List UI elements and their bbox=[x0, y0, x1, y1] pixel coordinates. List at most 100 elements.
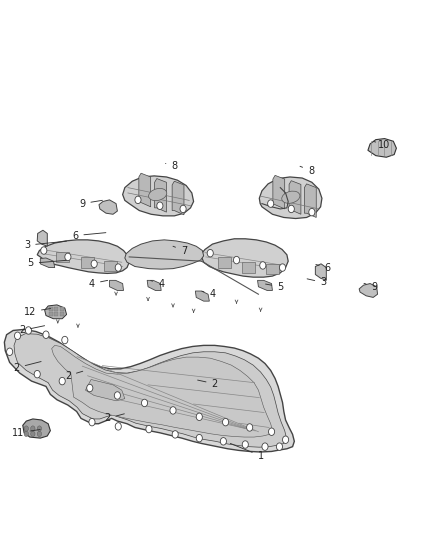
Circle shape bbox=[41, 247, 47, 254]
Polygon shape bbox=[110, 280, 124, 290]
Text: 2: 2 bbox=[104, 414, 124, 423]
Text: 11: 11 bbox=[12, 428, 40, 438]
Polygon shape bbox=[4, 329, 294, 452]
Circle shape bbox=[276, 443, 283, 450]
Ellipse shape bbox=[282, 191, 300, 203]
Bar bbox=[60, 312, 64, 316]
Circle shape bbox=[146, 425, 152, 433]
Polygon shape bbox=[23, 419, 50, 438]
Circle shape bbox=[24, 431, 28, 437]
Circle shape bbox=[34, 370, 40, 378]
Polygon shape bbox=[273, 175, 285, 209]
Circle shape bbox=[59, 377, 65, 385]
Circle shape bbox=[43, 331, 49, 338]
Circle shape bbox=[260, 262, 266, 269]
Circle shape bbox=[115, 264, 121, 271]
Circle shape bbox=[268, 200, 274, 207]
Circle shape bbox=[7, 348, 13, 356]
Circle shape bbox=[135, 196, 141, 204]
Polygon shape bbox=[52, 345, 272, 437]
Circle shape bbox=[87, 384, 93, 392]
Circle shape bbox=[196, 413, 202, 421]
Text: 1: 1 bbox=[230, 443, 264, 461]
Ellipse shape bbox=[148, 189, 167, 200]
Polygon shape bbox=[125, 240, 204, 269]
Bar bbox=[218, 257, 231, 268]
Circle shape bbox=[37, 426, 42, 431]
Circle shape bbox=[89, 418, 95, 426]
Polygon shape bbox=[123, 176, 194, 216]
Bar bbox=[56, 252, 69, 262]
Text: 3: 3 bbox=[307, 278, 326, 287]
Circle shape bbox=[172, 431, 178, 438]
Text: 5: 5 bbox=[265, 282, 283, 292]
Polygon shape bbox=[259, 177, 322, 219]
Text: 8: 8 bbox=[166, 161, 177, 171]
Bar bbox=[60, 307, 64, 311]
Circle shape bbox=[247, 424, 253, 431]
Polygon shape bbox=[37, 240, 129, 273]
Circle shape bbox=[31, 431, 35, 437]
Polygon shape bbox=[99, 200, 117, 214]
Circle shape bbox=[114, 392, 120, 399]
Text: 10: 10 bbox=[373, 140, 391, 150]
Text: 4: 4 bbox=[151, 279, 164, 288]
Polygon shape bbox=[155, 179, 166, 212]
Circle shape bbox=[288, 205, 294, 213]
Circle shape bbox=[268, 428, 275, 435]
Polygon shape bbox=[172, 181, 184, 215]
Circle shape bbox=[91, 260, 97, 268]
Circle shape bbox=[141, 399, 148, 407]
Text: 8: 8 bbox=[300, 166, 314, 175]
Polygon shape bbox=[359, 284, 378, 297]
Text: 9: 9 bbox=[79, 199, 102, 208]
Polygon shape bbox=[14, 334, 287, 447]
Polygon shape bbox=[315, 264, 326, 280]
Polygon shape bbox=[85, 379, 125, 401]
Text: 4: 4 bbox=[89, 279, 108, 288]
Text: 2: 2 bbox=[198, 379, 218, 389]
Bar bbox=[49, 312, 53, 316]
Polygon shape bbox=[258, 280, 272, 290]
Text: 3: 3 bbox=[24, 240, 67, 250]
Polygon shape bbox=[45, 305, 67, 319]
Polygon shape bbox=[195, 291, 209, 301]
Polygon shape bbox=[37, 230, 47, 246]
Polygon shape bbox=[368, 139, 396, 157]
Circle shape bbox=[62, 336, 68, 344]
Circle shape bbox=[157, 202, 163, 209]
Circle shape bbox=[279, 264, 286, 271]
Bar bbox=[54, 307, 58, 311]
Circle shape bbox=[65, 253, 71, 261]
Bar bbox=[49, 307, 53, 311]
Text: 6: 6 bbox=[316, 263, 331, 272]
Circle shape bbox=[25, 327, 32, 334]
Polygon shape bbox=[147, 280, 161, 290]
Circle shape bbox=[283, 436, 289, 443]
Text: 12: 12 bbox=[24, 307, 51, 317]
Circle shape bbox=[31, 426, 35, 431]
Text: 7: 7 bbox=[173, 246, 187, 255]
Circle shape bbox=[242, 441, 248, 448]
Text: 6: 6 bbox=[72, 231, 106, 240]
Polygon shape bbox=[201, 239, 288, 277]
Circle shape bbox=[14, 332, 21, 340]
Text: 2: 2 bbox=[65, 371, 83, 381]
Polygon shape bbox=[304, 184, 316, 217]
Circle shape bbox=[207, 249, 213, 257]
Circle shape bbox=[262, 443, 268, 450]
Bar bbox=[54, 312, 58, 316]
Text: 9: 9 bbox=[364, 282, 378, 292]
Polygon shape bbox=[139, 173, 151, 207]
Circle shape bbox=[115, 423, 121, 430]
Polygon shape bbox=[289, 181, 301, 214]
Circle shape bbox=[37, 431, 42, 437]
Circle shape bbox=[233, 256, 240, 264]
Circle shape bbox=[170, 407, 176, 414]
Bar bbox=[104, 261, 117, 271]
Text: 2: 2 bbox=[19, 326, 45, 335]
Bar bbox=[81, 257, 94, 268]
Bar bbox=[242, 262, 255, 273]
Circle shape bbox=[309, 208, 315, 216]
Text: 5: 5 bbox=[28, 259, 67, 268]
